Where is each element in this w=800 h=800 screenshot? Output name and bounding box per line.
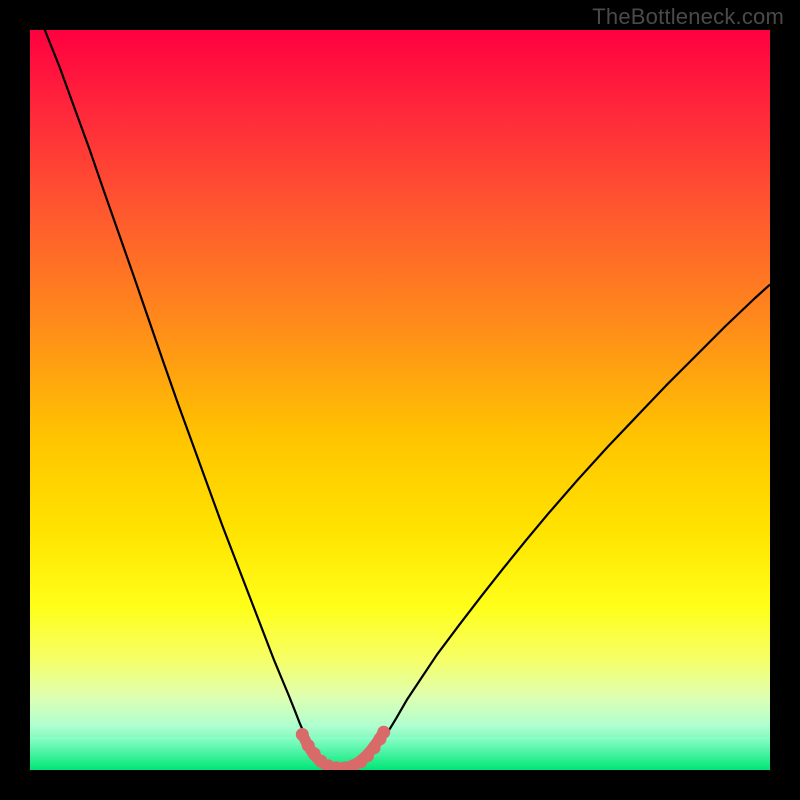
plot-area [30, 30, 770, 770]
highlight-marker [296, 728, 309, 741]
watermark-text: TheBottleneck.com [592, 4, 784, 30]
plot-svg [30, 30, 770, 770]
highlight-marker [377, 726, 390, 739]
chart-container: TheBottleneck.com [0, 0, 800, 800]
